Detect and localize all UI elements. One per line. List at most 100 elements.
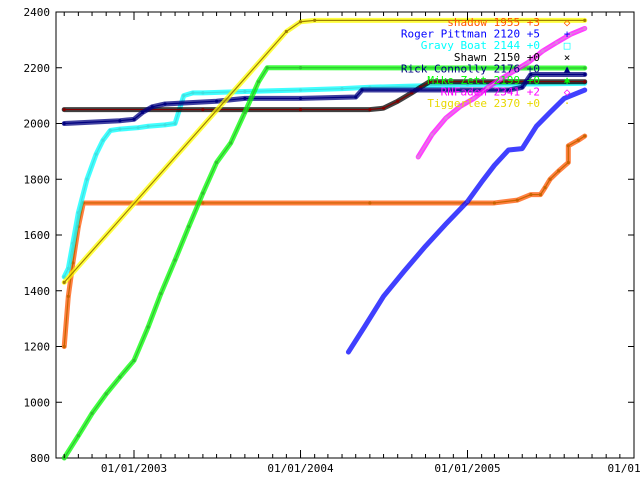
data-point [506, 148, 511, 152]
data-point [101, 138, 105, 142]
data-point [243, 110, 247, 114]
data-point [423, 244, 428, 248]
data-point [66, 294, 70, 298]
data-point [566, 160, 570, 165]
data-point [201, 191, 205, 195]
legend-entry-label: Gravy Boat 2144 +0 [421, 39, 540, 52]
data-point [71, 241, 75, 245]
data-point [229, 141, 233, 145]
data-point [583, 18, 587, 22]
data-point [62, 275, 66, 279]
data-point [201, 91, 205, 95]
data-point [214, 99, 219, 103]
x-tick-label: 01/01/20 [608, 462, 640, 475]
data-point [444, 116, 448, 120]
data-point [132, 117, 136, 121]
data-point [243, 96, 247, 101]
series-band [61, 133, 588, 349]
data-point [62, 121, 66, 126]
data-point [66, 266, 70, 271]
data-point [136, 126, 140, 130]
data-point [191, 91, 195, 95]
data-point [354, 95, 358, 99]
legend-marker: ▲ [564, 62, 571, 75]
series-0 [61, 133, 588, 349]
data-point [62, 280, 66, 284]
data-point [71, 261, 75, 265]
series-line [63, 82, 585, 278]
legend-marker: · [564, 97, 571, 110]
data-point [458, 105, 462, 109]
legend-entry-label: Mike Zett 2199 +0 [427, 74, 540, 87]
data-point [340, 87, 344, 91]
series-4 [61, 71, 588, 126]
legend-marker: ✱ [564, 74, 571, 87]
data-point [298, 96, 303, 101]
data-point [118, 127, 122, 131]
data-point [541, 49, 545, 53]
x-tick-label: 01/01/2005 [434, 462, 500, 475]
data-point [583, 66, 587, 70]
data-point [104, 392, 108, 396]
data-point [368, 107, 372, 112]
data-point [284, 29, 288, 34]
legend-entry-label: Roger Pittman 2120 +5 [401, 28, 540, 41]
data-point [527, 60, 531, 64]
y-tick-label: 1200 [24, 341, 51, 354]
data-point [568, 32, 573, 36]
data-point [90, 411, 94, 415]
legend-marker: □ [564, 39, 571, 52]
data-point [62, 107, 66, 112]
data-point [381, 294, 386, 298]
data-point [499, 77, 503, 81]
series-1 [345, 87, 588, 355]
data-point [298, 66, 303, 70]
series-line [63, 135, 586, 347]
data-point [243, 89, 247, 94]
data-point [182, 94, 186, 98]
data-point [173, 258, 177, 262]
legend-entry-label: RNFaden 2341 +2 [441, 86, 540, 99]
data-point [159, 291, 163, 296]
data-point [583, 134, 587, 138]
data-point [146, 124, 150, 128]
data-point [108, 128, 112, 133]
data-point [173, 121, 177, 126]
data-point [313, 18, 317, 22]
data-point [492, 163, 497, 167]
x-axis: 01/01/2003 01/01/2004 01/01/2005 01/01/20 [63, 12, 640, 475]
data-point [486, 85, 490, 89]
legend-marker: × [564, 51, 571, 64]
legend-entry-label: Rick Connolly 2176 +0 [401, 62, 540, 75]
data-point [298, 20, 303, 24]
data-point [346, 350, 351, 354]
data-point [543, 186, 547, 190]
data-point [132, 358, 136, 363]
data-point [554, 41, 559, 45]
data-point [402, 269, 406, 273]
data-point [163, 123, 167, 127]
series-band [345, 87, 588, 355]
data-point [76, 434, 80, 438]
series-line [64, 81, 585, 111]
data-point [520, 146, 524, 151]
series-line [63, 67, 585, 459]
data-point [465, 199, 470, 204]
data-point [492, 201, 497, 205]
data-point [548, 110, 552, 114]
data-point [94, 152, 98, 156]
data-point [557, 169, 561, 173]
y-tick-label: 1600 [24, 229, 51, 242]
data-point [298, 88, 303, 92]
data-point [76, 211, 80, 215]
data-point [416, 155, 420, 159]
data-point [187, 225, 191, 229]
data-point [583, 80, 587, 84]
data-point [566, 144, 570, 148]
y-tick-label: 1000 [24, 396, 51, 409]
data-point [381, 106, 386, 110]
data-point [583, 88, 587, 92]
data-point [506, 88, 511, 92]
data-point [298, 107, 303, 112]
data-point [265, 66, 269, 70]
